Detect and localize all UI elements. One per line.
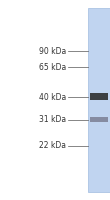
Text: 22 kDa: 22 kDa: [39, 142, 66, 150]
Bar: [90, 93, 108, 100]
Text: 40 kDa: 40 kDa: [39, 92, 66, 102]
Text: 65 kDa: 65 kDa: [39, 62, 66, 72]
Bar: [88, 8, 110, 192]
Bar: [90, 117, 108, 122]
Text: 90 kDa: 90 kDa: [39, 46, 66, 55]
Text: 31 kDa: 31 kDa: [39, 116, 66, 124]
